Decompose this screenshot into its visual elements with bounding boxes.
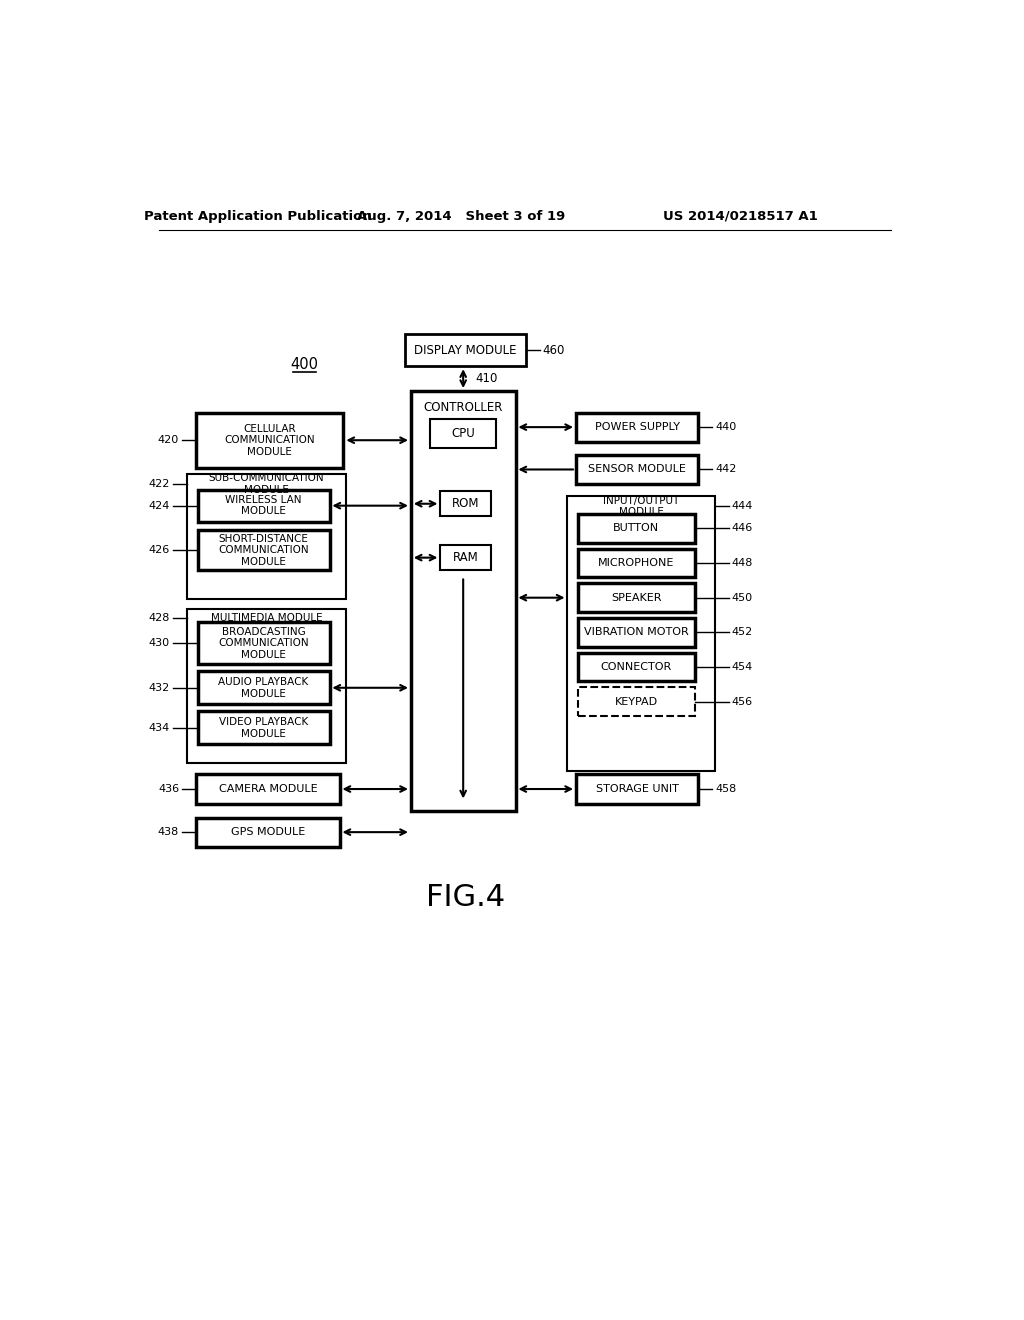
Text: CPU: CPU [452,426,475,440]
Bar [187,474,346,599]
Text: FIG.4: FIG.4 [426,883,505,912]
Bar [198,490,330,521]
Bar [198,531,330,570]
Bar [197,775,340,804]
Bar [578,583,695,612]
Bar [430,418,496,447]
Text: GPS MODULE: GPS MODULE [230,828,305,837]
Bar [411,391,515,810]
Text: CONNECTOR: CONNECTOR [601,663,672,672]
Bar [578,549,695,577]
Text: SUB-COMMUNICATION
MODULE: SUB-COMMUNICATION MODULE [209,474,325,495]
Bar [575,775,698,804]
Text: SENSOR MODULE: SENSOR MODULE [588,465,686,474]
Text: MICROPHONE: MICROPHONE [598,558,675,568]
Bar [406,334,525,367]
Text: INPUT/OUTPUT
MODULE: INPUT/OUTPUT MODULE [603,495,679,517]
Text: 458: 458 [716,784,736,795]
Text: 410: 410 [475,372,498,385]
Text: 424: 424 [148,500,170,511]
Text: MULTIMEDIA MODULE: MULTIMEDIA MODULE [211,612,323,623]
Text: CAMERA MODULE: CAMERA MODULE [218,784,317,795]
Text: 454: 454 [732,663,753,672]
Bar [440,545,490,570]
Text: US 2014/0218517 A1: US 2014/0218517 A1 [663,210,817,223]
Text: ROM: ROM [452,498,479,511]
Text: POWER SUPPLY: POWER SUPPLY [595,422,680,432]
Text: Patent Application Publication: Patent Application Publication [144,210,372,223]
Text: RAM: RAM [453,552,478,564]
Text: AUDIO PLAYBACK
MODULE: AUDIO PLAYBACK MODULE [218,677,309,698]
Bar [578,515,695,543]
Text: CELLULAR
COMMUNICATION
MODULE: CELLULAR COMMUNICATION MODULE [224,424,315,457]
Bar [578,688,695,715]
Text: 446: 446 [732,524,753,533]
Text: STORAGE UNIT: STORAGE UNIT [596,784,679,795]
Text: 426: 426 [148,545,170,556]
Bar [187,609,346,763]
Text: 430: 430 [148,638,170,648]
Text: Aug. 7, 2014   Sheet 3 of 19: Aug. 7, 2014 Sheet 3 of 19 [357,210,565,223]
Text: 442: 442 [716,465,737,474]
Text: 456: 456 [732,697,753,706]
Text: 444: 444 [732,502,753,511]
Text: VIBRATION MOTOR: VIBRATION MOTOR [584,627,689,638]
Text: 450: 450 [732,593,753,603]
Bar [575,455,698,484]
Text: 438: 438 [158,828,179,837]
Text: WIRELESS LAN
MODULE: WIRELESS LAN MODULE [225,495,302,516]
Text: VIDEO PLAYBACK
MODULE: VIDEO PLAYBACK MODULE [219,717,308,739]
Bar [440,491,490,516]
Text: 452: 452 [732,627,753,638]
Bar [197,817,340,847]
Text: SHORT-DISTANCE
COMMUNICATION
MODULE: SHORT-DISTANCE COMMUNICATION MODULE [218,533,309,566]
Text: 434: 434 [148,723,170,733]
Text: 432: 432 [148,682,170,693]
Text: SPEAKER: SPEAKER [611,593,662,603]
Bar [198,622,330,664]
Text: CONTROLLER: CONTROLLER [424,401,503,414]
Bar [567,496,715,771]
Bar [578,653,695,681]
Text: BROADCASTING
COMMUNICATION
MODULE: BROADCASTING COMMUNICATION MODULE [218,627,309,660]
Text: BUTTON: BUTTON [613,524,659,533]
Bar [197,413,343,469]
Bar [578,618,695,647]
Text: 420: 420 [158,436,179,445]
Text: KEYPAD: KEYPAD [614,697,658,706]
Text: 436: 436 [158,784,179,795]
Bar [198,671,330,705]
Text: 460: 460 [543,343,565,356]
Text: 428: 428 [148,612,170,623]
Text: 400: 400 [290,358,317,372]
Text: 440: 440 [716,422,736,432]
Bar [575,412,698,442]
Text: 448: 448 [732,558,753,568]
Text: DISPLAY MODULE: DISPLAY MODULE [415,343,517,356]
Bar [198,711,330,744]
Text: 422: 422 [148,479,170,490]
